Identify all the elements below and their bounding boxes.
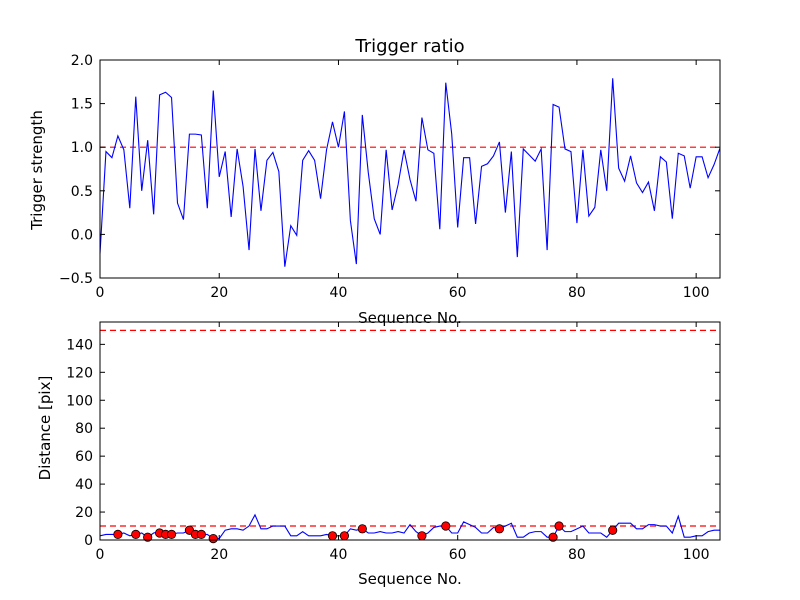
- bottom-marker-14: [441, 521, 451, 531]
- bottom-ytick-label-2: 40: [75, 477, 93, 493]
- bottom-axes-frame: [99, 321, 721, 541]
- bottom-ytick-label-4: 80: [75, 421, 93, 437]
- top-xtick-label-5: 100: [683, 285, 710, 301]
- top-chart-title: Trigger ratio: [354, 36, 464, 57]
- bottom-y-axis-label: Distance [pix]: [36, 376, 54, 481]
- top-series-line-0: [99, 78, 721, 267]
- top-ytick-label-5: 2.0: [71, 53, 93, 69]
- bottom-marker-10: [327, 531, 338, 541]
- top-xtick-label-1: 20: [210, 285, 228, 301]
- top-ytick-label-2: 0.5: [71, 184, 93, 200]
- bottom-xtick-label-4: 80: [568, 547, 586, 563]
- bottom-marker-13: [417, 531, 427, 541]
- bottom-ytick-label-6: 120: [66, 365, 93, 381]
- bottom-marker-8: [196, 529, 206, 540]
- top-axes-frame: [99, 59, 721, 279]
- bottom-ytick-label-7: 140: [66, 337, 93, 353]
- top-xtick-label-2: 40: [330, 285, 348, 301]
- bottom-marker-15: [494, 524, 505, 534]
- bottom-xtick-label-0: 0: [96, 547, 105, 563]
- bottom-ytick-label-5: 100: [66, 393, 93, 409]
- bottom-ytick-label-1: 20: [75, 505, 93, 521]
- top-xtick-label-3: 60: [449, 285, 467, 301]
- bottom-ytick-label-0: 0: [84, 533, 93, 549]
- bottom-marker-0: [113, 529, 123, 540]
- top-ytick-label-0: −0.5: [59, 271, 93, 287]
- top-ytick-label-1: 0.0: [71, 227, 93, 243]
- bottom-plot-area: 0 20 40 60 80 100 0 20 40 60 80 100 120 140: [66, 321, 721, 563]
- bottom-marker-9: [208, 534, 218, 544]
- distance-panel: Sequence No. Distance [pix] 0 20 40 60 80 100…: [36, 321, 721, 588]
- bottom-xtick-label-5: 100: [683, 547, 710, 563]
- top-plot-area: 0 20 40 60 80 100 −0.5 0.0 0.5 1.0 1.5 2.0: [59, 53, 721, 301]
- bottom-marker-16: [548, 532, 558, 542]
- top-ytick-label-3: 1.0: [71, 140, 93, 156]
- top-xtick-label-0: 0: [96, 285, 105, 301]
- bottom-marker-1: [131, 529, 141, 540]
- bottom-marker-18: [608, 525, 618, 535]
- top-x-axis-label: Sequence No.: [358, 309, 462, 327]
- top-xtick-label-4: 80: [568, 285, 586, 301]
- bottom-xtick-label-2: 40: [330, 547, 348, 563]
- bottom-xtick-label-1: 20: [210, 547, 228, 563]
- bottom-marker-11: [339, 531, 350, 541]
- top-ytick-label-4: 1.5: [71, 97, 93, 113]
- bottom-marker-17: [554, 521, 564, 531]
- top-y-axis-label: Trigger strength: [28, 110, 46, 231]
- bottom-marker-12: [357, 524, 367, 534]
- bottom-x-axis-label: Sequence No.: [358, 570, 462, 588]
- bottom-xtick-label-3: 60: [449, 547, 467, 563]
- trigger-ratio-panel: Trigger ratio Sequence No. Trigger stren…: [28, 36, 721, 327]
- bottom-marker-2: [143, 532, 153, 542]
- bottom-ytick-label-3: 60: [75, 449, 93, 465]
- bottom-marker-5: [166, 529, 177, 540]
